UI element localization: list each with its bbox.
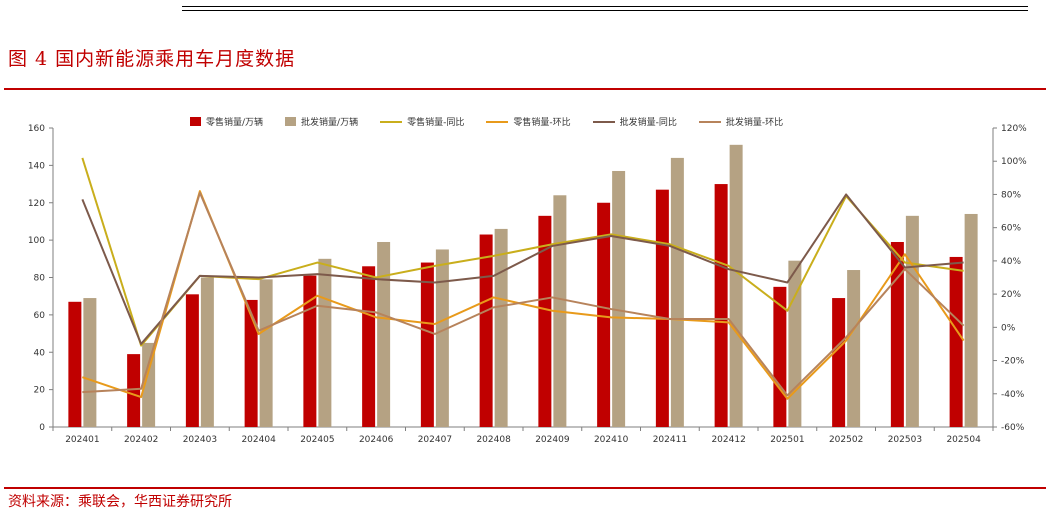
y-right-tick-label: 40% (1001, 257, 1021, 267)
legend-item-retail-yoy: 零售销量-同比 (380, 115, 464, 128)
bar-wholesale-volume (435, 249, 449, 427)
y-right-tick-label: 120% (1001, 124, 1027, 134)
legend-swatch-wholesale-yoy (592, 120, 615, 123)
legend-swatch-retail-yoy (380, 120, 403, 123)
line-retail-mom (82, 190, 965, 400)
legend-item-wholesale-volume: 批发销量/万辆 (285, 115, 358, 128)
line-wholesale-mom (82, 191, 965, 397)
bar-wholesale-volume (318, 258, 332, 427)
legend-item-retail-volume: 零售销量/万辆 (190, 115, 263, 128)
x-tick-label: 202401 (65, 435, 99, 445)
chart-legend: 零售销量/万辆 批发销量/万辆 零售销量-同比 零售销量-环比 批发销量-同比 … (190, 115, 805, 128)
legend-item-wholesale-yoy: 批发销量-同比 (592, 115, 677, 128)
x-tick-label: 202411 (653, 435, 687, 445)
legend-item-retail-mom: 零售销量-环比 (486, 115, 571, 128)
top-rule (182, 6, 1028, 11)
bar-wholesale-volume (83, 298, 97, 427)
bar-retail-volume (420, 262, 434, 427)
source-note: 资料来源：乘联会，华西证券研究所 (8, 494, 232, 510)
legend-swatch-wholesale-volume (285, 117, 297, 126)
bar-retail-volume (127, 354, 141, 427)
legend-label-wholesale-volume: 批发销量/万辆 (301, 118, 359, 128)
bar-retail-volume (244, 299, 258, 427)
x-tick-label: 202410 (594, 435, 629, 445)
x-tick-label: 202408 (476, 435, 511, 445)
bar-retail-volume (303, 275, 317, 427)
y-left-tick-label: 40 (34, 348, 46, 358)
figure-title: 图 4 国内新能源乘用车月度数据 (8, 48, 296, 70)
x-tick-label: 202405 (300, 435, 334, 445)
y-right-tick-label: 60% (1001, 224, 1021, 234)
bar-wholesale-volume (729, 144, 743, 427)
legend-label-retail-volume: 零售销量/万辆 (206, 118, 264, 128)
legend-swatch-retail-mom (486, 120, 509, 123)
bar-wholesale-volume (612, 170, 626, 427)
bar-wholesale-volume (259, 279, 273, 427)
y-right-tick-label: -60% (1001, 423, 1025, 433)
x-tick-label: 202403 (183, 435, 217, 445)
line-retail-yoy (81, 157, 964, 347)
bar-wholesale-volume (377, 241, 391, 427)
bar-retail-volume (714, 184, 728, 427)
bar-retail-volume (538, 215, 552, 427)
x-tick-label: 202501 (770, 435, 804, 445)
footer-divider (4, 487, 1046, 489)
y-right-tick-label: 20% (1001, 290, 1021, 300)
bar-wholesale-volume (142, 342, 156, 427)
y-left-tick-label: 140 (28, 161, 45, 171)
x-tick-label: 202412 (711, 435, 745, 445)
bar-retail-volume (185, 294, 199, 427)
legend-label-wholesale-yoy: 批发销量-同比 (619, 118, 677, 128)
y-right-tick-label: 100% (1001, 157, 1027, 167)
bar-retail-volume (479, 234, 493, 427)
x-tick-label: 202402 (124, 435, 158, 445)
legend-label-retail-mom: 零售销量-环比 (513, 118, 571, 128)
y-right-tick-label: -20% (1001, 357, 1025, 367)
title-divider (4, 88, 1046, 90)
x-tick-label: 202407 (418, 435, 452, 445)
bar-retail-volume (655, 189, 669, 427)
legend-swatch-wholesale-mom (698, 120, 721, 123)
chart-plot: 0 20 40 60 80 100 120 140 160 -60% -40% -20% 0% 20% 40… (28, 124, 1027, 445)
y-right-tick-label: 80% (1001, 190, 1021, 200)
y-left-tick-label: 100 (28, 236, 45, 246)
legend-label-retail-yoy: 零售销量-同比 (407, 118, 465, 128)
legend-label-wholesale-mom: 批发销量-环比 (725, 118, 784, 128)
x-tick-label: 202504 (946, 435, 981, 445)
bar-wholesale-volume (200, 277, 214, 427)
bar-retail-volume (362, 266, 376, 427)
legend-swatch-retail-volume (190, 117, 201, 126)
bar-retail-volume (597, 202, 611, 427)
x-tick-label: 202503 (888, 435, 922, 445)
bar-retail-volume (68, 301, 82, 427)
x-tick-label: 202404 (241, 435, 276, 445)
y-right-tick-label: 0% (1001, 323, 1016, 333)
x-tick-label: 202406 (359, 435, 394, 445)
bar-retail-volume (890, 241, 904, 427)
y-right-tick-label: -40% (1001, 390, 1025, 400)
y-left-tick-label: 20 (34, 386, 46, 396)
y-left-tick-label: 60 (34, 311, 46, 321)
bar-retail-volume (832, 298, 846, 427)
y-left-tick-label: 120 (28, 199, 45, 209)
y-left-tick-label: 160 (28, 124, 45, 134)
bar-wholesale-volume (670, 157, 684, 427)
bar-wholesale-volume (847, 270, 861, 427)
bar-wholesale-volume (494, 228, 508, 427)
x-tick-label: 202409 (535, 435, 570, 445)
x-tick-label: 202502 (829, 435, 863, 445)
line-wholesale-yoy (81, 193, 964, 345)
legend-item-wholesale-mom: 批发销量-环比 (698, 115, 784, 128)
y-left-tick-label: 0 (39, 423, 45, 433)
bar-wholesale-volume (905, 215, 919, 427)
bar-wholesale-volume (964, 213, 978, 427)
bar-retail-volume (949, 256, 963, 427)
y-left-tick-label: 80 (34, 274, 46, 284)
